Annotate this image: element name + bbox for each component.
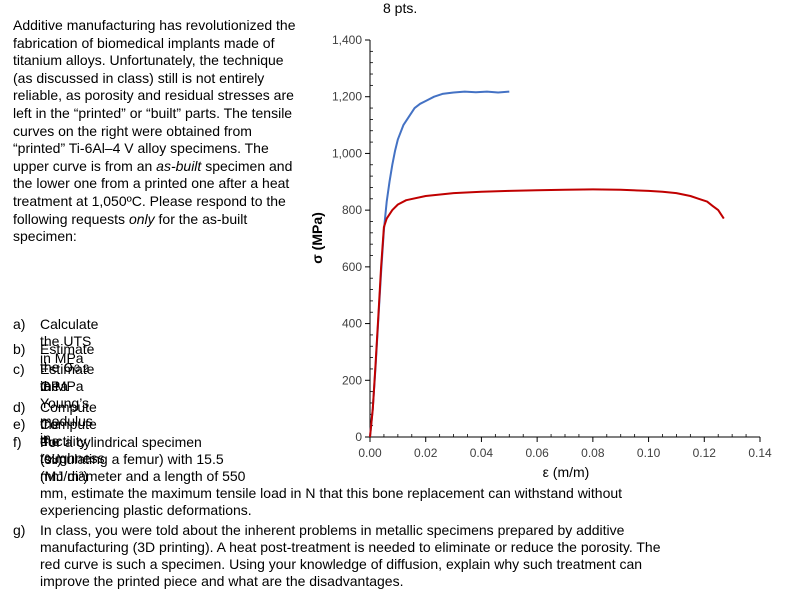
question-text-line-5: experiencing plastic deformations.: [40, 502, 252, 518]
question-text-line-3: mm diameter and a length of 550: [40, 468, 246, 484]
question-label: f): [13, 434, 22, 450]
chart-series: [369, 90, 725, 438]
x-tick-label: 0.10: [637, 446, 661, 460]
y-tick-label: 0: [355, 430, 362, 444]
series-line-as-built: [369, 90, 510, 438]
question-label: b): [13, 341, 26, 357]
intro-emphasis-as-built: as-built: [156, 157, 202, 174]
y-tick-label: 600: [342, 260, 362, 274]
x-tick-label: 0.00: [358, 446, 382, 460]
intro-paragraph: Additive manufacturing has revolutionize…: [13, 17, 303, 246]
chart-ticks: 0 200 400 600 800 1,000 1,200 1,400 0.00 0.02 0.04…: [332, 33, 772, 460]
question-text-line-4: improve the printed piece and what are t…: [40, 573, 404, 589]
series-line-heat-treated: [369, 188, 725, 438]
chart-axis-labels: σ (MPa) ε (m/m): [309, 212, 589, 480]
question-text-line-2: (simulating a femur) with 15.5: [40, 451, 224, 467]
question-b-pre: Estimate the: [40, 341, 95, 376]
y-axis-label: σ (MPa): [309, 212, 325, 264]
x-tick-label: 0.08: [581, 446, 605, 460]
question-text: Compute the toughness (MJ/m³): [40, 416, 105, 484]
question-text-line-1: For a cylindrical specimen: [40, 434, 202, 450]
intro-emphasis-only: only: [128, 210, 155, 227]
x-tick-label: 0.14: [748, 446, 772, 460]
x-tick-label: 0.04: [470, 446, 494, 460]
x-tick-label: 0.06: [525, 446, 549, 460]
x-tick-label: 0.02: [414, 446, 438, 460]
question-text-line-2: manufacturing (3D printing). A heat post…: [40, 539, 661, 555]
y-tick-label: 400: [342, 317, 362, 331]
x-tick-label: 0.12: [693, 446, 717, 460]
question-text-line-2: GPa: [40, 378, 69, 394]
question-label: a): [13, 316, 26, 332]
intro-text-1: Additive manufacturing has revolutionize…: [13, 17, 296, 174]
question-label: g): [13, 522, 26, 538]
question-text-line-4: mm, estimate the maximum tensile load in…: [40, 485, 623, 501]
intro-text-2: specimen and the lower one from a printe…: [13, 157, 293, 227]
sigma-symbol: σ: [63, 357, 74, 377]
y-tick-label: 200: [342, 373, 362, 387]
intro-text-3: for the as-built specimen:: [13, 210, 248, 245]
question-label: c): [13, 361, 25, 377]
question-text: Calculate the UTS in MPa: [40, 316, 99, 367]
y-tick-label: 1,000: [332, 146, 362, 160]
question-label: e): [13, 416, 26, 432]
y-tick-label: 800: [342, 203, 362, 217]
question-text-line-1: Estimate the Young’s modulus in: [40, 361, 95, 446]
question-text: Estimate the σ0.2 in MPa: [40, 341, 94, 396]
question-b-post: in MPa: [40, 378, 84, 395]
y-tick-label: 1,200: [332, 90, 362, 104]
question-text-line-1: In class, you were told about the inhere…: [40, 522, 625, 538]
sigma-subscript: 0.2: [73, 363, 90, 376]
question-text: Compute the ductility (%): [40, 399, 97, 467]
points-label: 8 pts.: [383, 0, 418, 16]
question-text-line-3: red curve is such a specimen. Using your…: [40, 556, 643, 572]
x-axis-label: ε (m/m): [543, 464, 590, 480]
question-label: d): [13, 399, 26, 415]
y-tick-label: 1,400: [332, 33, 362, 47]
